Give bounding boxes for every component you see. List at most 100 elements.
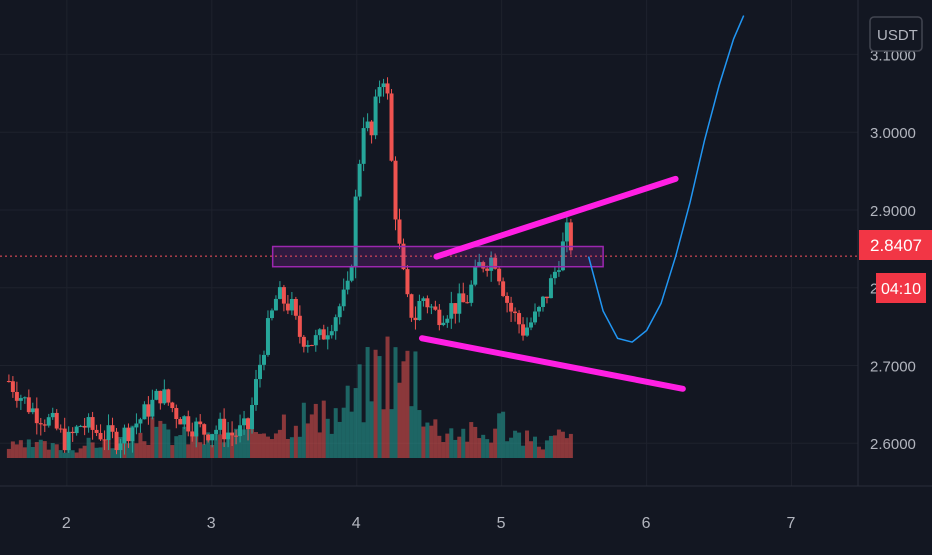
candle-up — [46, 417, 51, 426]
candle-down — [174, 408, 179, 420]
volume-bar — [552, 435, 557, 458]
volume-bar — [325, 418, 330, 458]
volume-bar — [337, 421, 342, 458]
candle-up — [261, 354, 266, 365]
volume-bar — [353, 388, 358, 458]
volume-bar — [138, 432, 143, 458]
volume-bar — [22, 447, 27, 458]
volume-bar — [34, 442, 39, 458]
candle-up — [373, 96, 378, 136]
currency-button[interactable]: USDT — [869, 16, 923, 52]
candle-down — [481, 262, 486, 269]
volume-bar — [293, 425, 298, 458]
candle-up — [254, 379, 259, 406]
candle-down — [285, 303, 290, 311]
candle-up — [269, 310, 274, 319]
volume-bar — [389, 409, 394, 458]
candle-down — [58, 428, 63, 430]
price-tag-background — [859, 230, 932, 260]
volume-bar — [536, 446, 541, 458]
volume-bar — [413, 351, 418, 458]
volume-bar — [74, 452, 79, 458]
candle-up — [154, 390, 159, 400]
currency-button-frame[interactable] — [869, 16, 923, 52]
candle-up — [533, 311, 538, 323]
price-tick-label: 2.7000 — [870, 358, 916, 375]
volume-bar — [509, 437, 514, 458]
candle-down — [297, 315, 302, 337]
candle-down — [42, 424, 47, 426]
last-price-tag: 2.8407 04:10 — [859, 230, 932, 303]
candle-down — [301, 336, 306, 347]
volume-bar — [313, 403, 318, 458]
candle-down — [70, 431, 75, 434]
volume-bar — [533, 436, 538, 458]
candle-down — [38, 423, 43, 425]
candle-up — [377, 87, 382, 97]
candle-up — [552, 271, 557, 279]
candle-down — [433, 306, 438, 310]
candle-up — [529, 322, 534, 328]
volume-bar — [78, 448, 83, 458]
volume-bar — [568, 433, 573, 458]
candle-up — [560, 241, 565, 271]
candle-down — [186, 416, 191, 432]
volume-bar — [373, 349, 378, 458]
candle-down — [166, 389, 171, 403]
currency-button-label[interactable]: USDT — [877, 27, 918, 44]
candle-up — [417, 300, 422, 321]
volume-bar — [357, 364, 362, 458]
time-axis-labels: 2 3 4 5 6 7 — [62, 515, 796, 532]
candle-down — [293, 299, 298, 316]
candle-up — [345, 280, 350, 290]
volume-bar — [269, 439, 274, 458]
volume-bar — [90, 442, 95, 458]
candle-up — [564, 222, 569, 242]
volume-bar — [513, 430, 518, 458]
candle-down — [94, 429, 99, 433]
candle-up — [361, 128, 366, 164]
volume-bar — [401, 361, 406, 458]
volume-bar — [30, 447, 35, 458]
volume-bar — [409, 406, 414, 458]
volume-bar — [218, 434, 223, 458]
candle-down — [505, 295, 510, 303]
candle-down — [521, 324, 526, 336]
volume-bar — [281, 414, 286, 458]
volume-bar — [556, 429, 561, 458]
lower-trendline[interactable] — [418, 335, 686, 392]
volume-bar — [289, 437, 294, 458]
volume-bar — [481, 434, 486, 458]
volume-bar — [98, 447, 103, 458]
countdown-tag-background — [876, 273, 926, 303]
candle-up — [250, 405, 255, 430]
upper-trendline[interactable] — [433, 175, 679, 260]
volume-bar — [349, 411, 354, 458]
volume-bar — [226, 436, 231, 458]
candle-up — [337, 306, 342, 318]
candle-up — [86, 417, 91, 428]
candle-down — [170, 402, 175, 409]
volume-bar — [46, 449, 51, 458]
volume-bar — [501, 411, 506, 458]
volume-bar — [341, 407, 346, 458]
volume-bar — [54, 444, 59, 458]
volume-bar — [198, 442, 203, 458]
candle-up — [218, 418, 223, 430]
volume-bar — [170, 445, 175, 458]
candle-up — [214, 429, 219, 435]
time-axis-panel[interactable] — [0, 486, 932, 550]
projection-path[interactable] — [587, 15, 745, 343]
candle-down — [453, 303, 458, 314]
volume-bar — [261, 433, 266, 458]
candle-down — [409, 294, 414, 318]
candle-down — [485, 268, 490, 271]
price-tick-label: 2.6000 — [870, 436, 916, 453]
candle-down — [198, 421, 203, 425]
volume-bar — [297, 436, 302, 458]
candle-up — [194, 421, 199, 437]
volume-bar — [309, 414, 314, 458]
drawing-overlays[interactable] — [0, 15, 858, 392]
